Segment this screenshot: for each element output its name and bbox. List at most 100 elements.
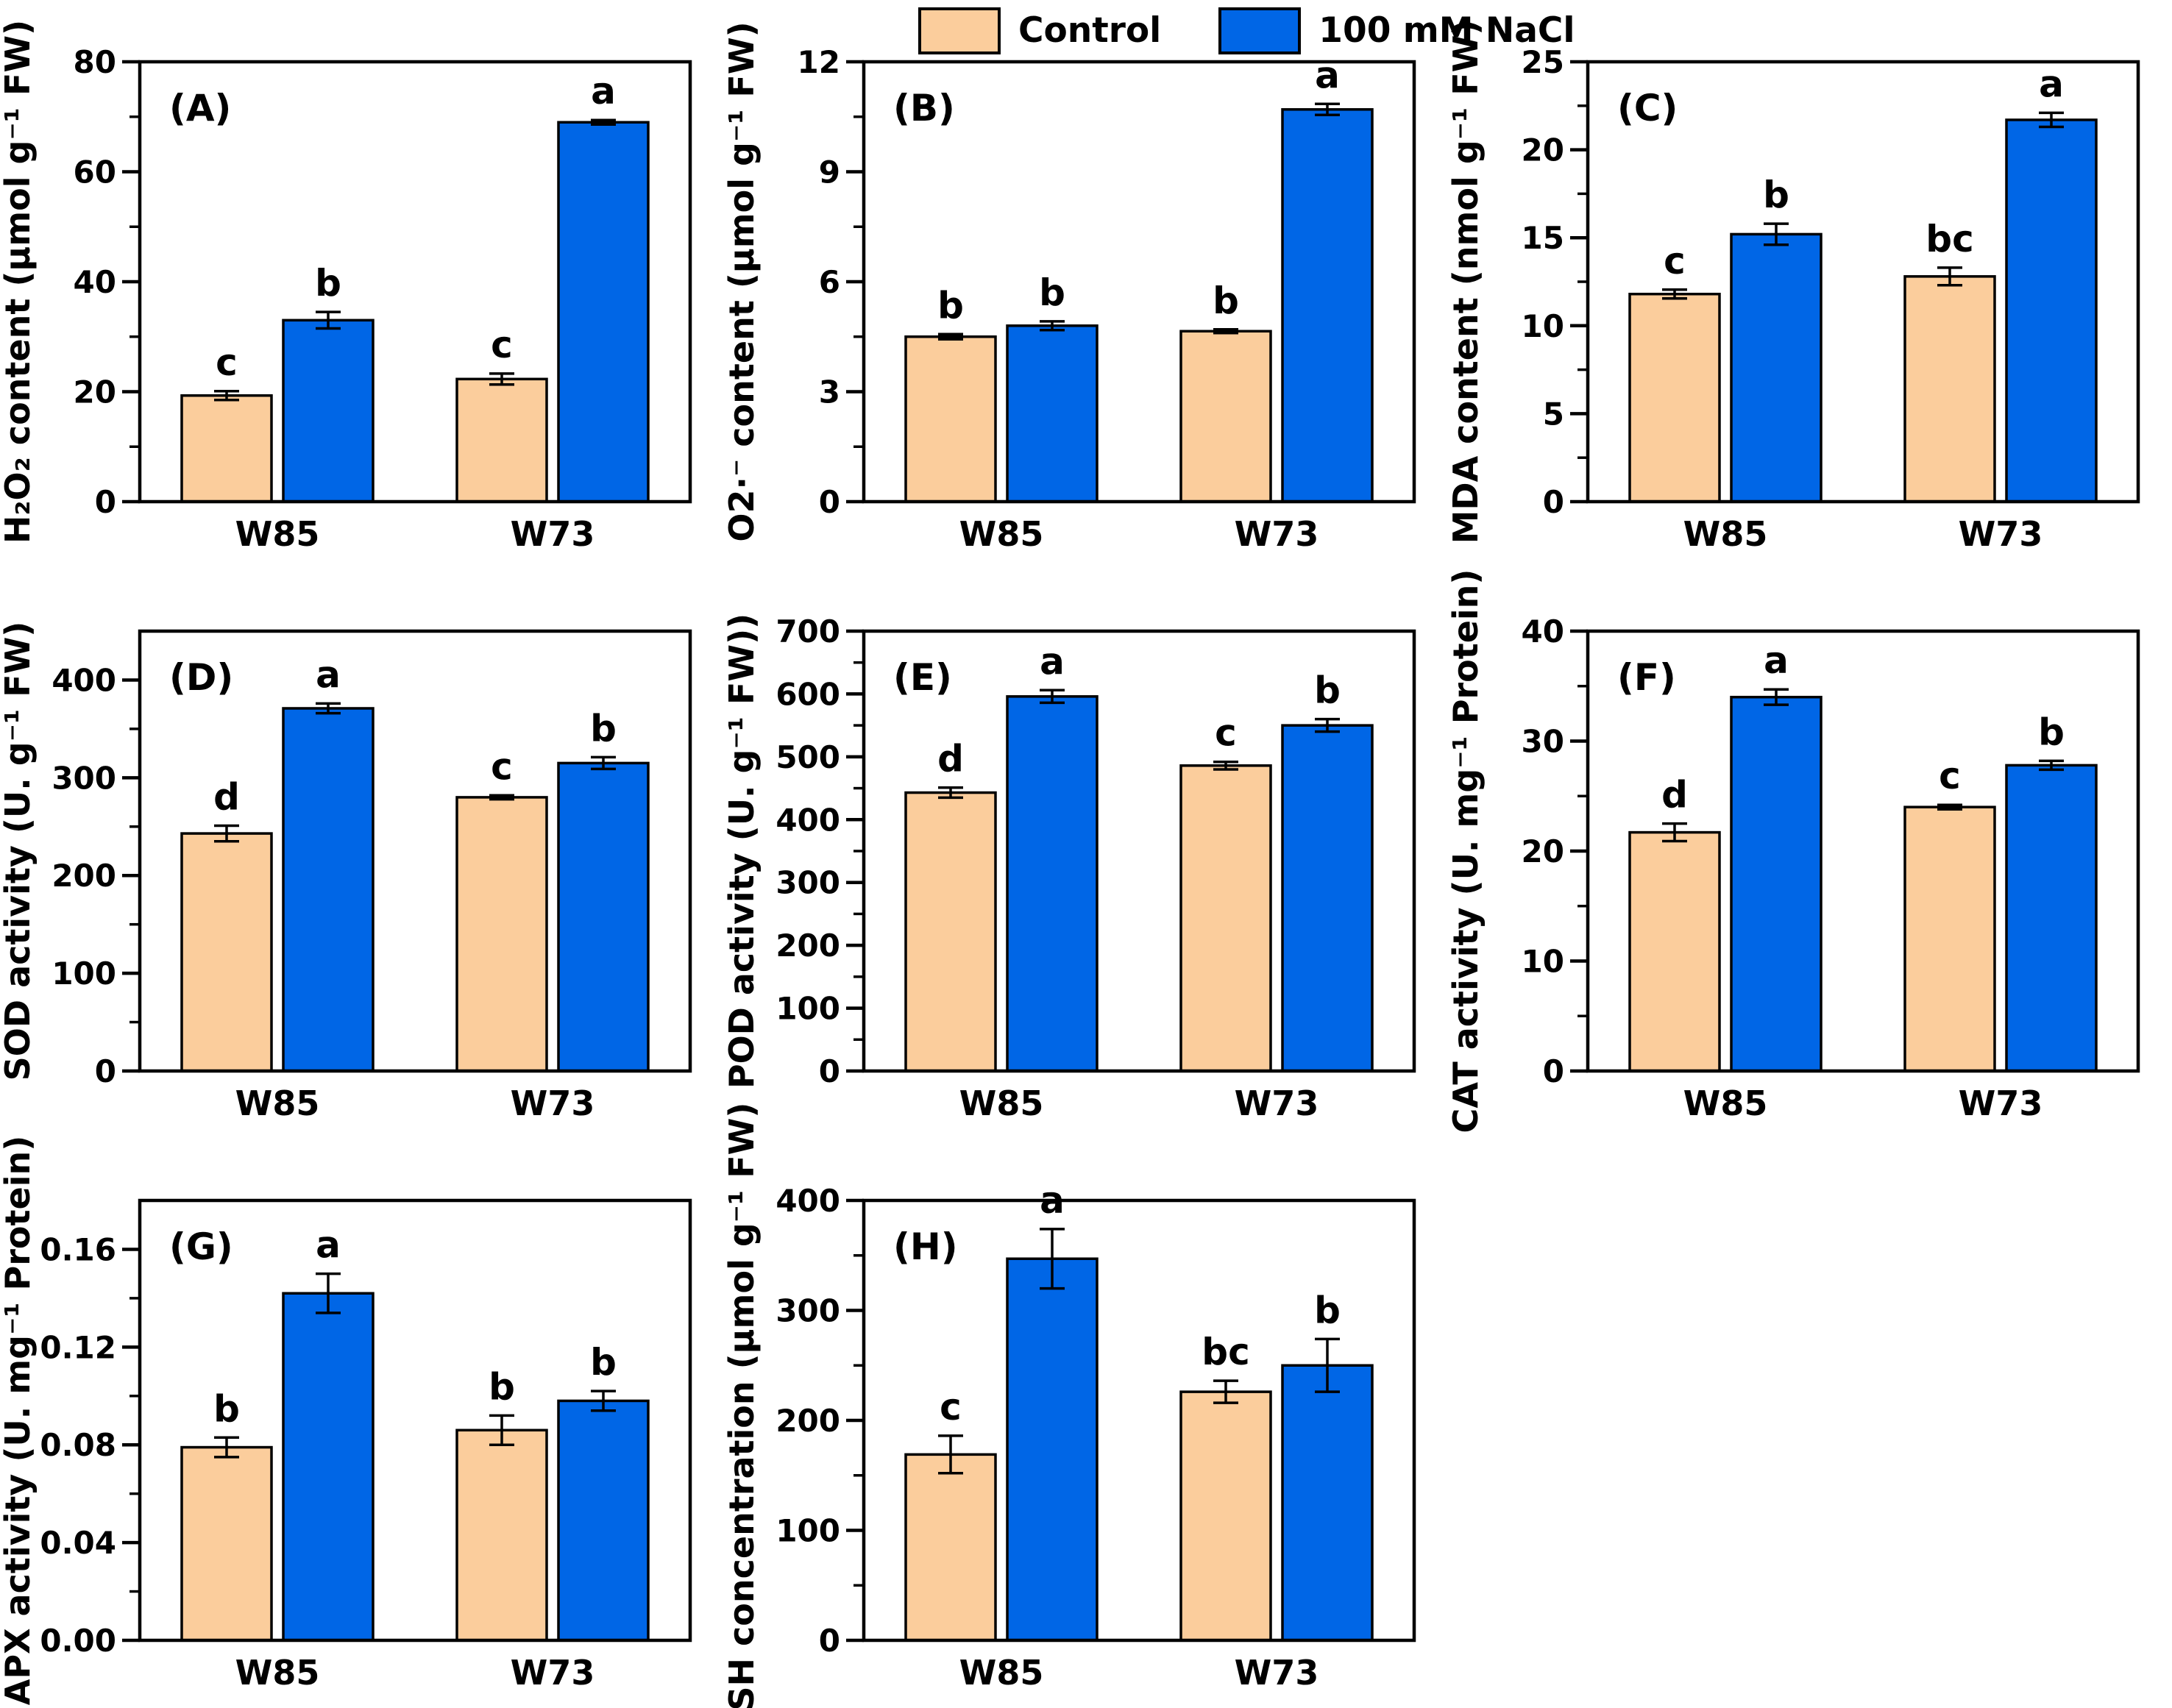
panel-F-cat-activity-chart: d c a b 0 10 20 30 40 W85 W73 (F) CAT activity (U. m… — [1446, 569, 2172, 1139]
sig-letter: b — [315, 262, 341, 305]
y-tick-label: 0 — [1543, 484, 1564, 520]
x-category-label: W85 — [959, 514, 1044, 554]
y-tick-label: 0 — [95, 484, 116, 520]
panel-H-gsh-concentration-chart: c bc a b 0 100 200 300 400 W85 W73 (H) GSH concentra… — [722, 1103, 1448, 1708]
sig-letter: b — [2038, 711, 2065, 753]
panel-E-pod-activity-chart: d c a b 0 100 200 300 400 500 600 700 W85 W73 (E) POD a… — [722, 569, 1448, 1139]
error-bar — [1662, 288, 1687, 300]
y-tick-label: 0 — [819, 1053, 840, 1089]
sig-letter: c — [1664, 240, 1686, 282]
error-bar — [489, 794, 514, 801]
sig-letter: c — [1215, 712, 1237, 755]
y-tick-label: 500 — [776, 739, 840, 775]
bar-100 mM NaCl-W85 — [1730, 695, 1823, 1072]
y-axis-title: APX activity (U. mg⁻¹ Protein) — [0, 1136, 38, 1706]
legend-swatch-nacl — [1218, 7, 1302, 54]
y-tick-label: 80 — [74, 44, 116, 80]
bar-Control-W85 — [1628, 830, 1721, 1072]
chart-svg-(G): b b a b 0.00 0.04 0.08 0.12 0.16 W85 W73 (G) APX act… — [0, 1136, 692, 1706]
y-tick-label: 300 — [52, 760, 116, 796]
x-category-label: W73 — [1959, 1083, 2043, 1123]
legend-swatch-control — [918, 7, 1001, 54]
bar-Control-W73 — [455, 377, 548, 503]
y-tick-label: 20 — [1522, 132, 1564, 168]
y-axis-title: O2·⁻ content (μmol g⁻¹ FW) — [722, 21, 762, 541]
y-tick-label: 0.16 — [40, 1231, 116, 1267]
panel-B-o2-content-chart: b b b a 0 3 6 9 12 W85 W73 (B) O2·⁻ content (μmol g⁻… — [722, 0, 1448, 569]
error-bar — [316, 1272, 341, 1314]
legend-item-control: Control — [918, 7, 1161, 54]
bar-Control-W85 — [1628, 292, 1721, 503]
sig-letter: c — [491, 324, 513, 366]
error-bar — [1213, 328, 1238, 335]
sig-letter: b — [937, 284, 964, 327]
panel-letter: (C) — [1617, 87, 1678, 129]
y-tick-label: 25 — [1522, 44, 1564, 80]
sig-letter: b — [213, 1387, 240, 1430]
sig-letter: b — [590, 707, 617, 750]
error-bar — [2039, 111, 2064, 129]
y-tick-label: 0.04 — [40, 1525, 116, 1561]
sig-letter: bc — [1926, 218, 1973, 260]
x-category-label: W73 — [1235, 1083, 1319, 1123]
x-category-label: W85 — [235, 514, 320, 554]
y-tick-label: 3 — [819, 374, 840, 410]
x-category-label: W85 — [1683, 514, 1768, 554]
panel-letter: (D) — [169, 656, 233, 699]
legend-label-nacl: 100 mM NaCl — [1319, 10, 1575, 51]
y-tick-label: 700 — [776, 613, 840, 650]
y-axis-title: CAT activity (U. mg⁻¹ Protein) — [1446, 569, 1486, 1134]
x-category-label: W85 — [959, 1653, 1044, 1693]
error-bar — [591, 1389, 616, 1412]
sig-letter: c — [216, 341, 238, 384]
bar-100 mM NaCl-W85 — [1006, 1257, 1099, 1642]
error-bar — [938, 786, 963, 800]
y-axis-title: GSH concentration (μmol g⁻¹ FW) — [722, 1103, 762, 1708]
error-bar — [1764, 688, 1789, 706]
y-tick-label: 0.00 — [40, 1623, 116, 1659]
bar-100 mM NaCl-W85 — [1006, 695, 1099, 1072]
bar-Control-W73 — [1179, 1390, 1272, 1642]
bar-100 mM NaCl-W73 — [557, 1399, 650, 1642]
bar-100 mM NaCl-W73 — [557, 121, 650, 503]
error-bar — [214, 824, 239, 843]
y-tick-label: 100 — [776, 1513, 840, 1549]
chart-svg-(C): c bc b a 0 5 10 15 20 25 W85 W73 (C) MDA content (nmo… — [1446, 20, 2140, 554]
error-bar — [489, 372, 514, 386]
y-tick-label: 200 — [776, 1403, 840, 1439]
legend-label-control: Control — [1018, 10, 1162, 51]
y-tick-label: 30 — [1522, 724, 1564, 760]
panel-letter: (G) — [169, 1225, 233, 1268]
y-tick-label: 60 — [74, 154, 116, 191]
y-tick-label: 15 — [1522, 220, 1564, 256]
panel-letter: (F) — [1617, 656, 1676, 699]
bar-100 mM NaCl-W85 — [282, 319, 375, 503]
panel-letter: (B) — [893, 87, 955, 129]
bar-Control-W73 — [1903, 275, 1996, 503]
error-bar — [1662, 822, 1687, 843]
y-tick-label: 0 — [819, 1623, 840, 1659]
x-category-label: W73 — [1235, 1653, 1319, 1693]
y-tick-label: 300 — [776, 865, 840, 901]
y-tick-label: 200 — [52, 858, 116, 894]
y-tick-label: 400 — [776, 1183, 840, 1219]
sig-letter: b — [1314, 669, 1341, 712]
error-bar — [938, 1434, 963, 1475]
legend-item-nacl: 100 mM NaCl — [1218, 7, 1575, 54]
panel-D-sod-activity-chart: d c a b 0 100 200 300 400 W85 W73 (D) SOD activity (… — [0, 569, 724, 1139]
bar-Control-W73 — [455, 796, 548, 1072]
chart-svg-(E): d c a b 0 100 200 300 400 500 600 700 W85 W73 (E) POD a… — [722, 613, 1416, 1123]
sig-letter: b — [590, 1341, 617, 1384]
panel-A-h2o2-content-chart: c c b a 0 20 40 60 80 W85 W73 (A) H₂O₂ content (μmol… — [0, 0, 724, 569]
y-tick-label: 400 — [52, 662, 116, 698]
y-tick-label: 10 — [1522, 944, 1564, 980]
error-bar — [489, 1414, 514, 1446]
y-axis-title: SOD activity (U. g⁻¹ FW) — [0, 622, 38, 1081]
error-bar — [1213, 1379, 1238, 1404]
chart-svg-(D): d c a b 0 100 200 300 400 W85 W73 (D) SOD activity (… — [0, 622, 692, 1123]
bar-100 mM NaCl-W85 — [282, 1292, 375, 1642]
empty-cell — [1448, 1139, 2172, 1708]
